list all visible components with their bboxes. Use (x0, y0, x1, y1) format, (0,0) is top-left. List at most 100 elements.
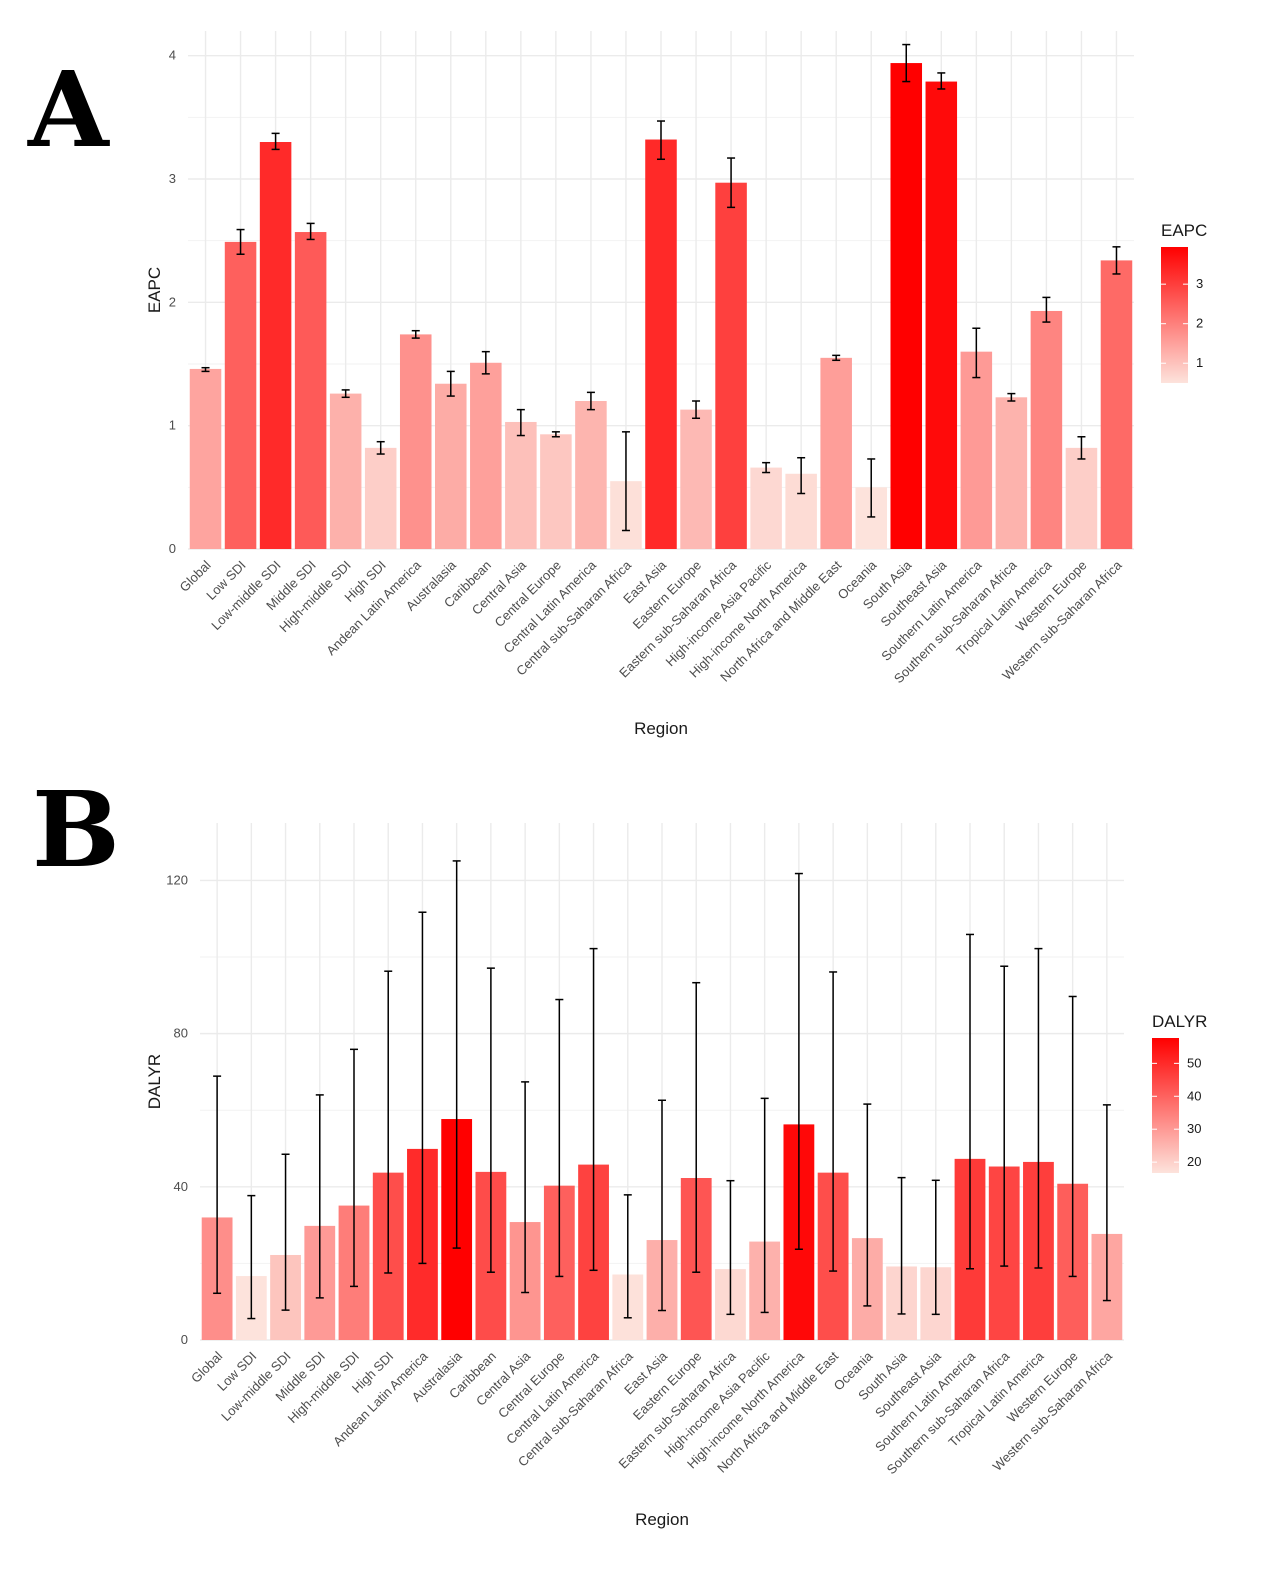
error-bar (481, 350, 490, 375)
error-bar (623, 1194, 632, 1319)
error-bar (797, 456, 806, 495)
error-bar (315, 1094, 324, 1299)
bar (470, 362, 502, 549)
error-bar (376, 440, 385, 455)
error-bar (832, 354, 841, 362)
bar (224, 241, 257, 549)
bar (750, 467, 782, 549)
legend-tick-label: 20 (1187, 1154, 1201, 1169)
y-axis-title: EAPC (145, 267, 164, 313)
y-tick-label: 0 (181, 1332, 188, 1347)
y-axis-title: DALYR (145, 1054, 164, 1109)
bar (680, 409, 712, 549)
legend-tick-label: 40 (1187, 1088, 1201, 1103)
legend-title: DALYR (1152, 1012, 1207, 1031)
error-bar (213, 1075, 222, 1295)
error-bar (418, 911, 427, 1265)
error-bar (589, 947, 598, 1272)
bar (189, 368, 222, 549)
error-bar (692, 981, 701, 1273)
error-bar (760, 1097, 769, 1314)
error-bar (1102, 1104, 1111, 1302)
bar (505, 421, 537, 549)
error-bar (727, 157, 736, 209)
error-bar (972, 327, 981, 379)
error-bar (271, 132, 280, 151)
y-tick-label: 40 (174, 1179, 188, 1194)
error-bar (411, 329, 420, 339)
error-bar (937, 72, 946, 90)
bar (399, 334, 432, 549)
x-axis-title: Region (635, 1510, 689, 1529)
error-bar (657, 120, 665, 161)
error-bar (306, 222, 315, 241)
error-bar (551, 431, 560, 438)
error-bar (897, 1176, 906, 1315)
error-bar (726, 1179, 735, 1316)
error-bar (486, 967, 495, 1273)
error-bar (281, 1153, 290, 1311)
error-bar (1034, 947, 1043, 1269)
error-bar (350, 1048, 358, 1288)
bar (1065, 447, 1098, 549)
y-tick-label: 0 (169, 541, 176, 556)
legend-tick-label: 30 (1187, 1121, 1201, 1136)
legend-tick-label: 1 (1196, 355, 1203, 370)
error-bar (555, 998, 564, 1278)
y-tick-label: 3 (169, 171, 176, 186)
legend-tick-label: 2 (1196, 316, 1203, 331)
error-bar (1000, 965, 1009, 1267)
error-bar (446, 370, 455, 397)
legend-tick-label: 50 (1187, 1055, 1201, 1070)
error-bar (201, 366, 210, 373)
legend-title: EAPC (1161, 221, 1207, 240)
panel-a-label: A (28, 48, 109, 171)
error-bar (521, 1081, 530, 1294)
error-bar (863, 1103, 872, 1307)
y-tick-label: 2 (169, 294, 176, 309)
y-tick-label: 80 (174, 1026, 188, 1041)
error-bar (867, 458, 876, 518)
bar (960, 351, 993, 549)
bar (715, 182, 747, 549)
error-bar (1042, 296, 1051, 323)
x-axis-title: Region (634, 719, 688, 738)
error-bar (452, 860, 461, 1249)
bar (540, 434, 572, 549)
bar (890, 63, 923, 550)
error-bar (1077, 436, 1086, 460)
legend-colorbar (1161, 247, 1188, 383)
error-bar (1068, 995, 1077, 1278)
bar (995, 397, 1028, 549)
y-tick-label: 120 (166, 872, 188, 887)
bar (364, 447, 397, 549)
error-bar (931, 1179, 940, 1316)
error-bar (384, 970, 393, 1274)
bar (575, 401, 607, 549)
error-bar (902, 43, 911, 83)
error-bar (1007, 392, 1016, 402)
bar (294, 232, 327, 550)
error-bar (829, 971, 838, 1272)
error-bar (236, 228, 245, 255)
bar (925, 81, 958, 550)
error-bar (658, 1099, 666, 1312)
error-bar (966, 933, 974, 1270)
bar (329, 393, 362, 549)
legend-tick-label: 3 (1196, 276, 1203, 291)
error-bar (1112, 246, 1121, 275)
bar (1100, 260, 1133, 549)
bar (1030, 310, 1063, 549)
y-tick-label: 1 (169, 418, 176, 433)
bar (435, 383, 467, 549)
bar (259, 142, 292, 549)
error-bar (692, 400, 701, 420)
legend-colorbar (1152, 1038, 1179, 1173)
y-tick-label: 4 (169, 48, 176, 63)
error-bar (794, 872, 803, 1250)
error-bar (516, 408, 525, 437)
panel-b-label: B (32, 768, 120, 891)
